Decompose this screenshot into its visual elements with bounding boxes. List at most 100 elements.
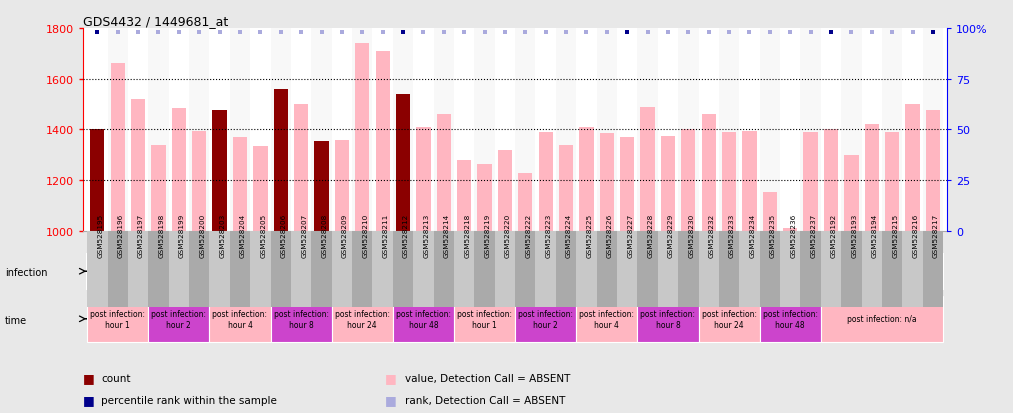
- Text: ■: ■: [83, 371, 95, 385]
- Bar: [841, 231, 862, 308]
- Bar: [457, 161, 471, 231]
- Text: GSM528213: GSM528213: [423, 213, 430, 257]
- Bar: [923, 29, 943, 231]
- Bar: [519, 173, 533, 231]
- Bar: [722, 133, 736, 231]
- Text: GSM528194: GSM528194: [872, 213, 877, 257]
- Bar: [844, 155, 858, 231]
- Text: post infection:
hour 48: post infection: hour 48: [396, 309, 451, 329]
- Bar: [148, 296, 210, 342]
- Bar: [515, 296, 576, 342]
- Text: GSM528225: GSM528225: [587, 213, 593, 257]
- Text: GSM528205: GSM528205: [260, 213, 266, 257]
- Bar: [213, 111, 227, 231]
- Text: GSM528195: GSM528195: [97, 213, 103, 257]
- Bar: [393, 231, 413, 308]
- Bar: [719, 231, 739, 308]
- Text: GSM528227: GSM528227: [627, 213, 633, 257]
- Text: GSM528204: GSM528204: [240, 213, 246, 257]
- Bar: [681, 130, 696, 231]
- Text: rank, Detection Call = ABSENT: rank, Detection Call = ABSENT: [405, 395, 565, 405]
- Bar: [699, 296, 760, 342]
- Text: GSM528218: GSM528218: [464, 213, 470, 257]
- Bar: [559, 145, 573, 231]
- Text: GSM528200: GSM528200: [200, 213, 206, 257]
- Bar: [760, 231, 780, 308]
- Text: GDS4432 / 1449681_at: GDS4432 / 1449681_at: [83, 15, 228, 28]
- Text: ■: ■: [385, 393, 397, 406]
- Text: post infection:
hour 2: post infection: hour 2: [151, 309, 207, 329]
- Text: GSM528234: GSM528234: [750, 213, 756, 257]
- Text: GSM528214: GSM528214: [444, 213, 450, 257]
- Bar: [516, 29, 536, 231]
- Bar: [393, 29, 413, 231]
- Bar: [107, 29, 128, 231]
- Bar: [617, 29, 637, 231]
- Bar: [314, 142, 328, 231]
- Bar: [536, 29, 556, 231]
- Bar: [172, 109, 186, 231]
- Text: post infection:
hour 48: post infection: hour 48: [763, 309, 817, 329]
- Bar: [637, 29, 657, 231]
- Bar: [903, 29, 923, 231]
- Bar: [334, 140, 349, 231]
- Text: GSM528224: GSM528224: [566, 213, 572, 257]
- Text: GSM528210: GSM528210: [363, 213, 369, 257]
- Text: post infection:
hour 24: post infection: hour 24: [334, 309, 390, 329]
- Text: GSM528236: GSM528236: [790, 213, 796, 257]
- Bar: [494, 29, 516, 231]
- Bar: [600, 134, 614, 231]
- Bar: [760, 29, 780, 231]
- Text: infection: infection: [5, 268, 48, 278]
- Text: post infection:
hour 2: post infection: hour 2: [519, 309, 573, 329]
- Bar: [824, 130, 838, 231]
- Text: post infection:
hour 4: post infection: hour 4: [579, 309, 634, 329]
- Bar: [373, 29, 393, 231]
- Text: GSM528219: GSM528219: [484, 213, 490, 257]
- Bar: [291, 231, 311, 308]
- Text: GSM528216: GSM528216: [913, 213, 919, 257]
- Text: GSM528230: GSM528230: [689, 213, 694, 257]
- Bar: [294, 105, 308, 231]
- Text: post infection:
hour 1: post infection: hour 1: [457, 309, 512, 329]
- Bar: [148, 29, 168, 231]
- Bar: [454, 231, 474, 308]
- Text: value, Detection Call = ABSENT: value, Detection Call = ABSENT: [405, 373, 570, 383]
- Bar: [743, 131, 757, 231]
- Bar: [657, 29, 678, 231]
- Bar: [454, 29, 474, 231]
- Text: post infection:
hour 4: post infection: hour 4: [213, 309, 267, 329]
- Bar: [800, 231, 821, 308]
- Text: GSM528199: GSM528199: [179, 213, 184, 257]
- Bar: [253, 147, 267, 231]
- Bar: [128, 29, 148, 231]
- Bar: [210, 29, 230, 231]
- Bar: [882, 231, 903, 308]
- Text: GSM528229: GSM528229: [668, 213, 674, 257]
- Bar: [87, 231, 107, 308]
- Bar: [536, 231, 556, 308]
- Bar: [270, 231, 291, 308]
- Text: post infection:
hour 8: post infection: hour 8: [640, 309, 696, 329]
- Bar: [579, 128, 594, 231]
- Text: time: time: [5, 315, 27, 325]
- Bar: [699, 29, 719, 231]
- Text: GSM528222: GSM528222: [526, 213, 531, 257]
- Bar: [657, 231, 678, 308]
- Text: GSM528226: GSM528226: [607, 213, 613, 257]
- Bar: [678, 29, 699, 231]
- Text: GSM528208: GSM528208: [321, 213, 327, 257]
- Text: GSM528220: GSM528220: [504, 213, 511, 257]
- Bar: [494, 231, 516, 308]
- Bar: [168, 29, 189, 231]
- Bar: [702, 115, 716, 231]
- Bar: [923, 231, 943, 308]
- Bar: [821, 296, 943, 342]
- Bar: [906, 105, 920, 231]
- Text: GSM528196: GSM528196: [118, 213, 124, 257]
- Bar: [515, 231, 536, 308]
- Text: GSM528209: GSM528209: [341, 213, 347, 257]
- Bar: [800, 29, 821, 231]
- Bar: [699, 231, 719, 308]
- Bar: [413, 29, 434, 231]
